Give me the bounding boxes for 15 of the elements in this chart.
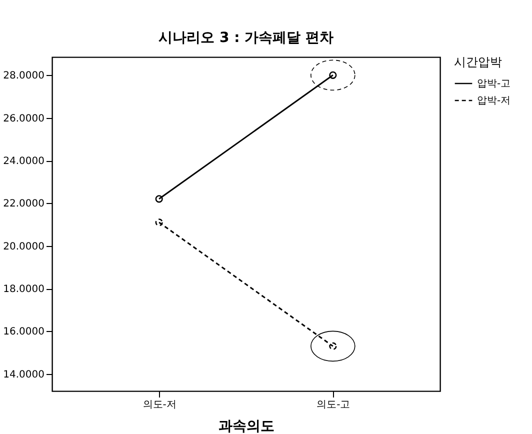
y-tick-label: 22.0000 — [3, 198, 44, 210]
legend-label: 압박-고 — [477, 78, 511, 90]
y-tick-label: 24.0000 — [3, 156, 44, 168]
y-tick-label: 18.0000 — [3, 284, 44, 296]
y-tick-label: 20.0000 — [3, 241, 44, 252]
x-tick-label: 의도-고 — [316, 400, 350, 410]
y-tick-label: 16.0000 — [3, 326, 44, 338]
y-tick-label: 26.0000 — [3, 113, 44, 124]
y-tick-label: 14.0000 — [3, 369, 44, 380]
y-tick-label: 28.0000 — [3, 70, 44, 82]
chart-title: 시나리오 3 : 가속페달 편차 — [158, 30, 334, 46]
x-axis-title: 과속의도 — [218, 418, 274, 434]
x-tick-label: 의도-저 — [142, 400, 176, 410]
legend-title: 시간압박 — [454, 55, 502, 69]
legend-label: 압박-저 — [477, 96, 511, 106]
